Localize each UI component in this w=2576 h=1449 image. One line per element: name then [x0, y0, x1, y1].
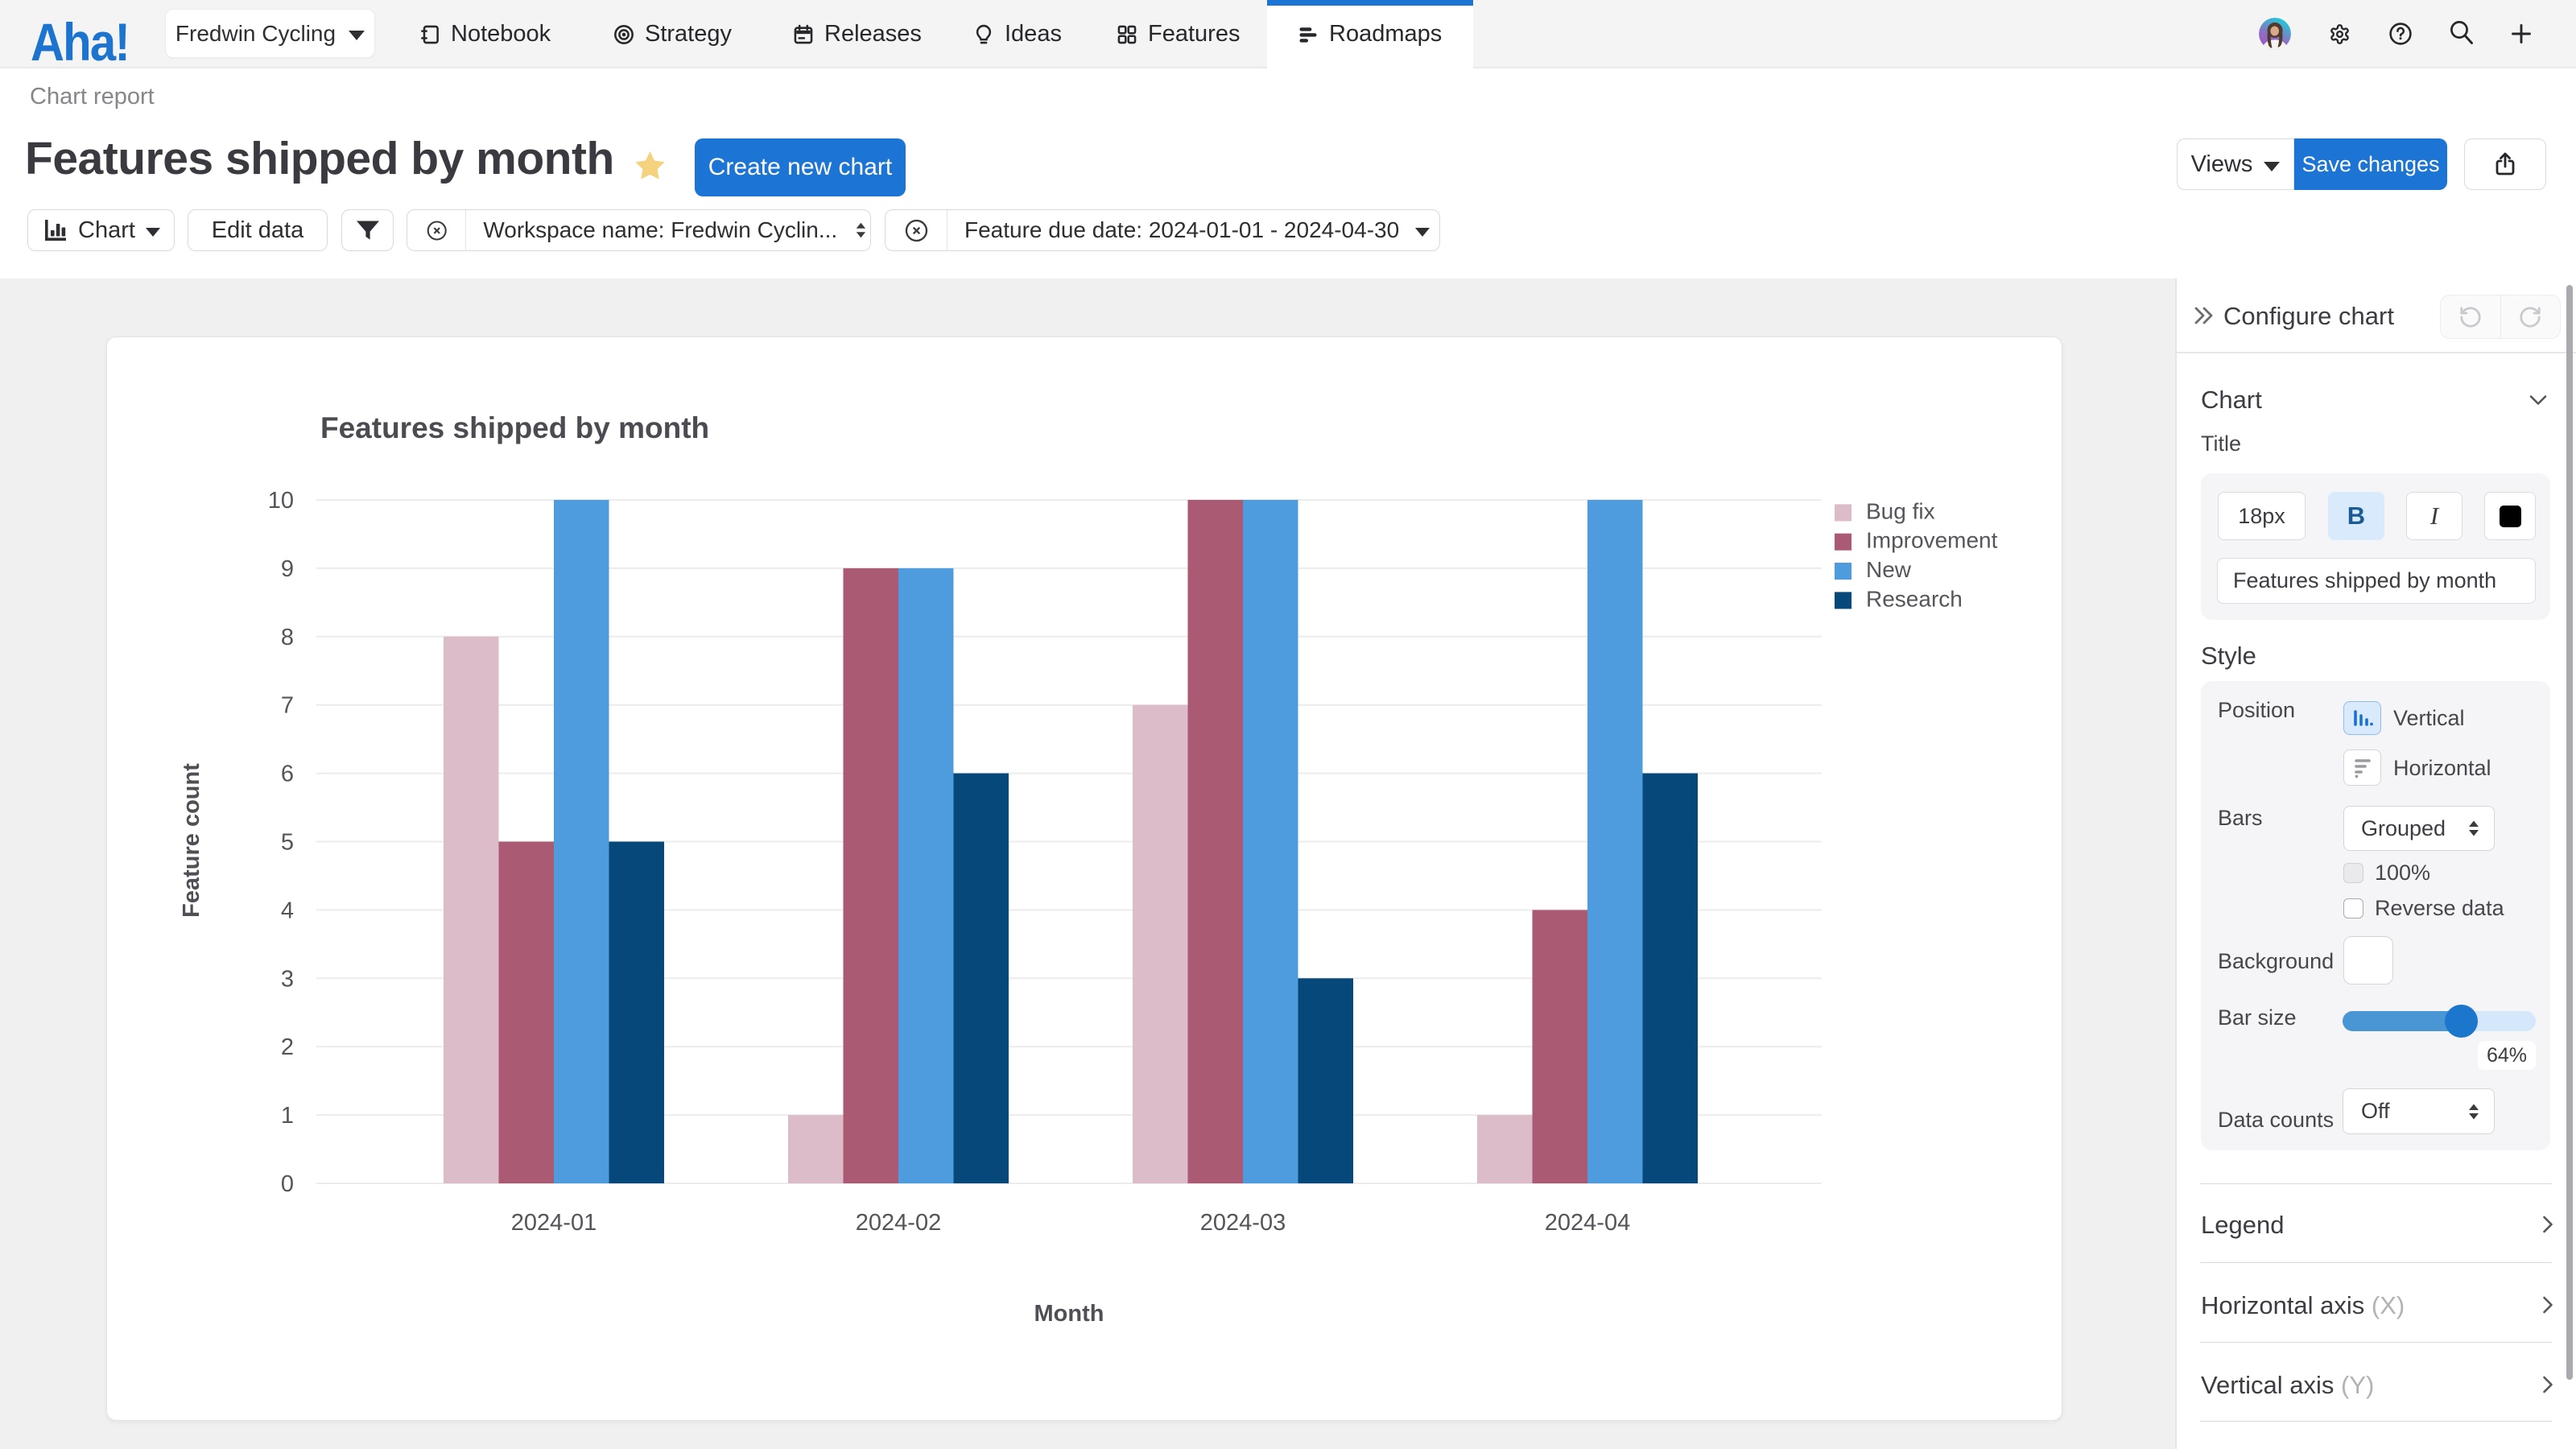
svg-text:0: 0 [281, 1171, 294, 1197]
svg-text:4: 4 [281, 898, 294, 923]
svg-text:10: 10 [268, 488, 294, 514]
svg-text:5: 5 [281, 830, 294, 856]
svg-text:3: 3 [281, 966, 294, 992]
svg-text:Month: Month [1034, 1301, 1104, 1327]
svg-text:Improvement: Improvement [1866, 528, 1998, 553]
svg-text:6: 6 [281, 762, 294, 787]
svg-text:2024-04: 2024-04 [1545, 1210, 1630, 1236]
svg-text:2024-03: 2024-03 [1200, 1210, 1286, 1236]
svg-text:Features shipped by month: Features shipped by month [320, 411, 709, 444]
svg-text:1: 1 [281, 1103, 294, 1129]
svg-text:Research: Research [1866, 586, 1963, 611]
svg-text:7: 7 [281, 693, 294, 719]
svg-text:Feature count: Feature count [179, 763, 204, 918]
svg-text:2024-01: 2024-01 [511, 1210, 597, 1236]
svg-text:New: New [1866, 557, 1912, 582]
svg-text:2: 2 [281, 1034, 294, 1060]
svg-text:8: 8 [281, 625, 294, 650]
svg-text:9: 9 [281, 556, 294, 582]
svg-text:2024-02: 2024-02 [856, 1210, 941, 1236]
svg-text:Bug fix: Bug fix [1866, 498, 1935, 523]
